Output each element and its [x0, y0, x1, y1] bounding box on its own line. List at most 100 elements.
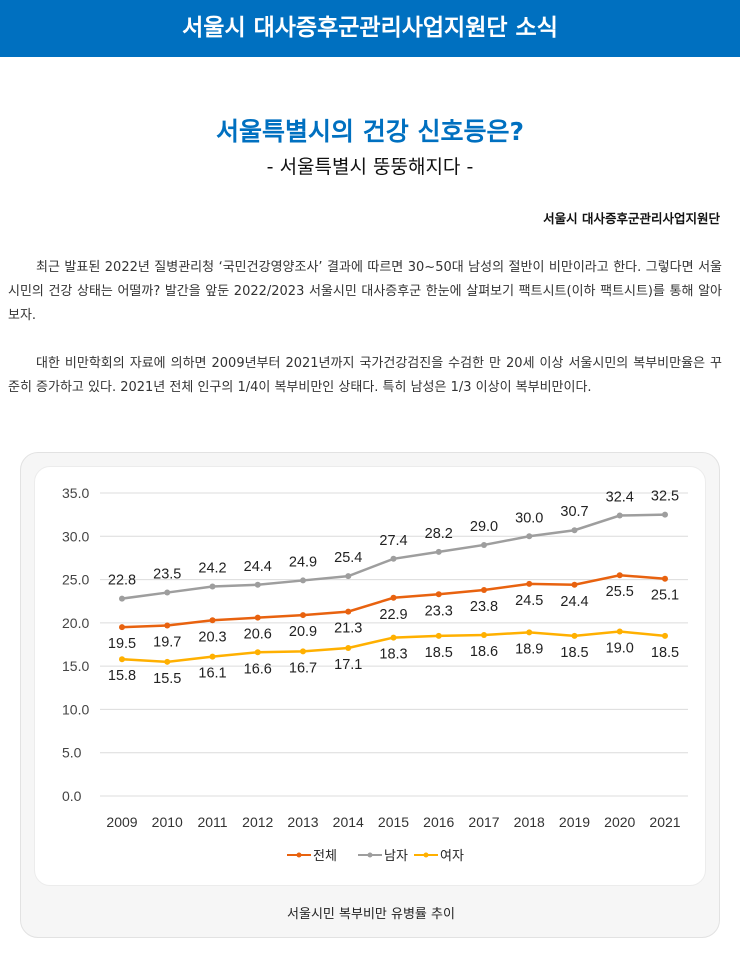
x-tick-label: 2015 — [378, 814, 409, 830]
data-label: 19.7 — [153, 634, 181, 650]
data-point — [209, 653, 216, 660]
data-label: 19.5 — [108, 636, 136, 652]
data-label: 25.1 — [651, 588, 679, 604]
legend-label: 남자 — [384, 848, 408, 863]
data-label: 25.4 — [334, 550, 362, 566]
data-point — [300, 648, 306, 655]
data-label: 18.3 — [379, 647, 407, 663]
data-point — [119, 595, 125, 602]
data-label: 18.5 — [651, 645, 679, 661]
data-point — [571, 581, 578, 588]
y-tick-label: 30.0 — [62, 528, 89, 544]
data-label: 32.5 — [651, 489, 679, 505]
data-point — [571, 632, 578, 639]
legend-marker — [423, 852, 429, 858]
data-point — [254, 614, 261, 621]
data-label: 23.5 — [153, 567, 181, 583]
data-point — [526, 580, 533, 587]
x-tick-label: 2013 — [287, 814, 318, 830]
data-point — [435, 548, 442, 555]
data-label: 25.5 — [606, 584, 634, 600]
data-point — [300, 577, 306, 584]
data-label: 23.3 — [425, 603, 453, 619]
data-label: 22.9 — [379, 607, 407, 623]
data-label: 30.0 — [515, 510, 543, 526]
x-tick-label: 2009 — [106, 814, 137, 830]
data-point — [390, 555, 397, 562]
legend-label: 여자 — [440, 848, 464, 863]
data-point — [209, 617, 216, 624]
data-point — [481, 586, 487, 593]
data-point — [526, 629, 533, 636]
chart-caption: 서울시민 복부비만 유병률 추이 — [287, 907, 455, 922]
data-label: 23.8 — [470, 599, 498, 615]
data-label: 18.6 — [470, 644, 498, 660]
paragraph: 대한 비만학회의 자료에 의하면 2009년부터 2021년까지 국가건강검진을… — [8, 356, 722, 395]
x-tick-label: 2019 — [559, 814, 590, 830]
data-point — [345, 644, 352, 651]
data-label: 29.0 — [470, 519, 498, 535]
article-subtitle: - 서울특별시 뚱뚱해지다 - — [266, 156, 474, 178]
author-org: 서울시 대사증후군관리사업지원단 — [543, 211, 720, 226]
article-title: 서울특별시의 건강 신호등은? — [216, 117, 524, 146]
x-tick-label: 2012 — [242, 814, 273, 830]
data-label: 20.6 — [244, 627, 272, 643]
data-point — [435, 591, 442, 598]
banner-title: 서울시 대사증후군관리사업지원단 소식 — [0, 0, 740, 57]
data-label: 30.7 — [560, 504, 588, 520]
y-tick-label: 25.0 — [62, 572, 89, 588]
y-tick-label: 10.0 — [62, 701, 89, 717]
data-label: 28.2 — [425, 526, 453, 542]
data-label: 17.1 — [334, 657, 362, 673]
data-label: 16.7 — [289, 660, 317, 676]
data-label: 19.0 — [606, 641, 634, 657]
data-label: 16.1 — [198, 666, 226, 682]
data-label: 24.4 — [560, 594, 588, 610]
data-point — [209, 583, 216, 590]
data-label: 20.3 — [198, 629, 226, 645]
x-tick-label: 2017 — [468, 814, 499, 830]
y-tick-label: 0.0 — [62, 788, 82, 804]
data-label: 18.5 — [560, 645, 588, 661]
paragraph: 최근 발표된 2022년 질병관리청 ‘국민건강영양조사’ 결과에 따르면 30… — [8, 260, 722, 323]
y-tick-label: 5.0 — [62, 745, 82, 761]
data-label: 20.9 — [289, 624, 317, 640]
data-point — [164, 622, 171, 629]
data-point — [571, 527, 578, 534]
data-point — [119, 656, 125, 663]
data-point — [481, 541, 487, 548]
data-point — [300, 612, 306, 619]
data-point — [254, 649, 261, 656]
x-tick-label: 2014 — [333, 814, 364, 830]
data-point — [390, 634, 397, 641]
data-label: 32.4 — [606, 490, 634, 506]
legend-marker — [296, 852, 302, 858]
x-tick-label: 2021 — [649, 814, 680, 830]
data-point — [254, 581, 261, 588]
data-point — [390, 594, 397, 601]
legend-label: 전체 — [313, 848, 337, 863]
data-point — [119, 624, 125, 631]
data-point — [616, 572, 623, 579]
data-point — [616, 628, 623, 635]
data-label: 21.3 — [334, 621, 362, 637]
data-label: 15.8 — [108, 668, 136, 684]
legend-marker — [367, 852, 373, 858]
data-point — [164, 589, 171, 596]
data-point — [345, 608, 352, 615]
data-label: 24.9 — [289, 554, 317, 570]
data-point — [345, 573, 352, 580]
y-tick-label: 15.0 — [62, 658, 89, 674]
data-label: 18.5 — [425, 645, 453, 661]
x-tick-label: 2018 — [514, 814, 545, 830]
x-tick-label: 2016 — [423, 814, 454, 830]
x-tick-label: 2011 — [197, 814, 227, 830]
data-point — [662, 632, 668, 639]
data-point — [662, 511, 668, 518]
data-label: 24.5 — [515, 593, 543, 609]
x-tick-label: 2010 — [152, 814, 183, 830]
y-tick-label: 20.0 — [62, 615, 89, 631]
data-label: 15.5 — [153, 671, 181, 687]
y-tick-label: 35.0 — [62, 485, 89, 501]
